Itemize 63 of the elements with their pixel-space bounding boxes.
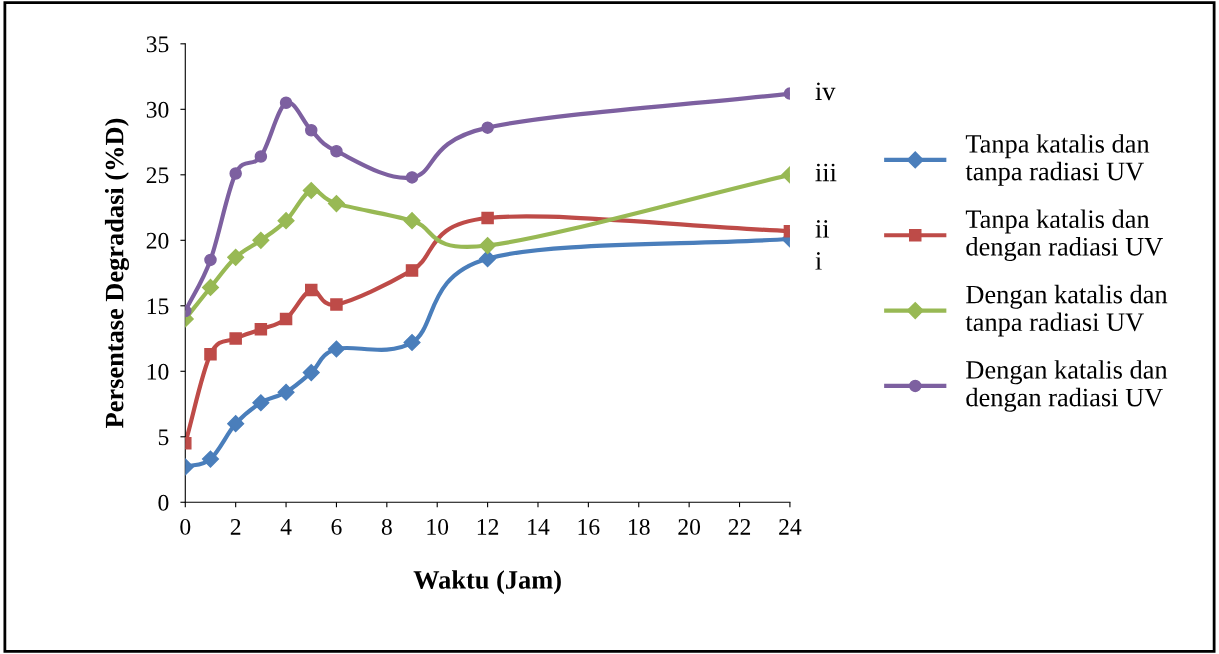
point — [305, 283, 318, 297]
x-tick-label: 16 — [578, 518, 600, 535]
point — [330, 298, 343, 311]
y-tick-label: 35 — [146, 36, 169, 53]
point — [403, 333, 421, 352]
point — [279, 312, 293, 326]
text: ii — [815, 220, 830, 238]
x-tick-label: 22 — [728, 518, 751, 535]
point — [302, 181, 320, 200]
point — [252, 394, 270, 412]
point — [229, 167, 242, 180]
point — [330, 144, 343, 158]
point — [481, 121, 494, 134]
text: i — [815, 252, 822, 270]
x-tick-label: 8 — [381, 518, 392, 535]
point — [405, 171, 419, 184]
text: iii — [815, 163, 837, 182]
legend-label: Dengan katalis dan tanpa radiasi UV — [965, 284, 1168, 337]
point — [279, 96, 293, 110]
point — [204, 253, 217, 267]
point — [227, 415, 245, 433]
y-tick-label: 5 — [158, 429, 169, 446]
x-tick-label: 0 — [180, 518, 191, 535]
y-tick-label: 10 — [147, 363, 169, 380]
point — [403, 212, 421, 230]
x-tick-label: 14 — [528, 519, 550, 535]
legend-label: Tanpa katalis dan tanpa radiasi UV — [965, 134, 1150, 186]
x-axis-title: Waktu (Jam) — [413, 570, 561, 595]
point — [327, 340, 345, 358]
y-axis-title: Persentase Degradasi (%D) — [104, 118, 130, 428]
point — [254, 323, 268, 336]
text: iv — [815, 82, 836, 101]
x-tick-label: 2 — [230, 518, 241, 535]
point — [277, 383, 295, 401]
point — [252, 231, 270, 249]
point — [327, 195, 345, 213]
x-tick-label: 12 — [477, 518, 499, 535]
y-tick-label: 15 — [147, 298, 169, 315]
y-tick-label: 20 — [146, 232, 169, 249]
point — [479, 250, 497, 268]
point — [204, 348, 217, 361]
x-tick-label: 6 — [331, 518, 342, 535]
point — [479, 236, 497, 255]
x-tick-label: 10 — [427, 518, 449, 535]
legend-label: Dengan katalis dan dengan radiasi UV — [966, 360, 1168, 412]
x-tick-label: 24 — [779, 518, 802, 535]
x-tick-label: 4 — [280, 519, 292, 535]
x-tick-label: 20 — [678, 518, 701, 535]
point — [227, 248, 245, 266]
x-tick-label: 18 — [629, 518, 650, 535]
point — [302, 364, 320, 382]
point — [405, 264, 419, 277]
point — [229, 332, 242, 345]
y-tick-label: 0 — [158, 494, 169, 511]
point — [201, 278, 220, 297]
point — [254, 150, 268, 163]
point — [481, 211, 494, 225]
point — [277, 212, 295, 230]
y-tick-label: 30 — [146, 101, 169, 118]
point — [305, 124, 318, 137]
y-tick-label: 25 — [146, 167, 169, 184]
point — [201, 450, 220, 468]
legend-label: Tanpa katalis dan dengan radiasi UV — [965, 209, 1163, 262]
